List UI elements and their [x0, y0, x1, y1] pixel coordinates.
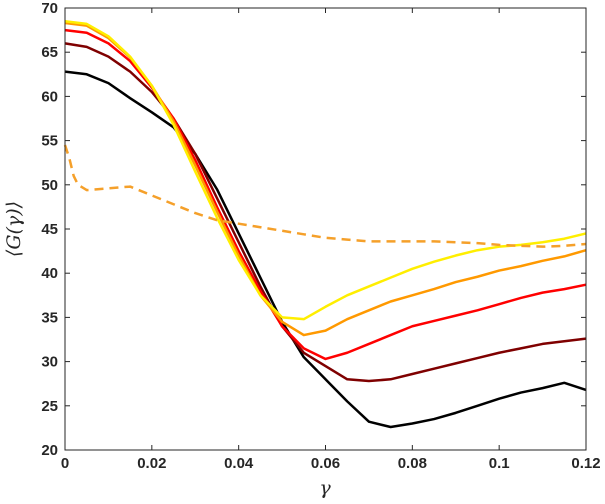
y-tick-label: 50 — [41, 177, 58, 194]
x-tick-label: 0.06 — [311, 455, 340, 472]
x-tick-label: 0.04 — [224, 455, 254, 472]
y-tick-label: 20 — [41, 442, 58, 459]
series-layer — [63, 20, 587, 429]
x-tick-label: 0 — [61, 455, 69, 472]
y-tick-label: 30 — [41, 354, 58, 371]
y-tick-label: 65 — [41, 44, 58, 61]
tick-layer: 0 0.02 0.04 0.06 0.08 0.1 0.12 20 25 30 35 40 45 50 55… — [41, 0, 600, 472]
y-tick-label: 55 — [41, 133, 58, 150]
y-tick-label: 60 — [41, 88, 58, 105]
series-line-2 — [64, 42, 587, 383]
x-tick-label: 0.08 — [398, 455, 427, 472]
plot-area — [65, 8, 586, 450]
y-tick-label: 45 — [41, 221, 58, 238]
y-tick-label: 40 — [41, 265, 58, 282]
x-tick-label: 0.1 — [489, 455, 510, 472]
y-tick-label: 70 — [41, 0, 58, 17]
series-line-6 — [63, 144, 587, 248]
x-tick-label: 0.12 — [571, 455, 600, 472]
y-tick-label: 35 — [41, 309, 58, 326]
x-axis-label: γ — [319, 477, 331, 499]
series-line-1 — [64, 70, 587, 429]
plot-frame — [64, 7, 587, 451]
y-tick-label: 25 — [41, 398, 58, 415]
y-axis-label: ⟨G(γ)⟩ — [3, 201, 25, 257]
x-tick-label: 0.02 — [137, 455, 166, 472]
series-line-5 — [64, 20, 587, 321]
